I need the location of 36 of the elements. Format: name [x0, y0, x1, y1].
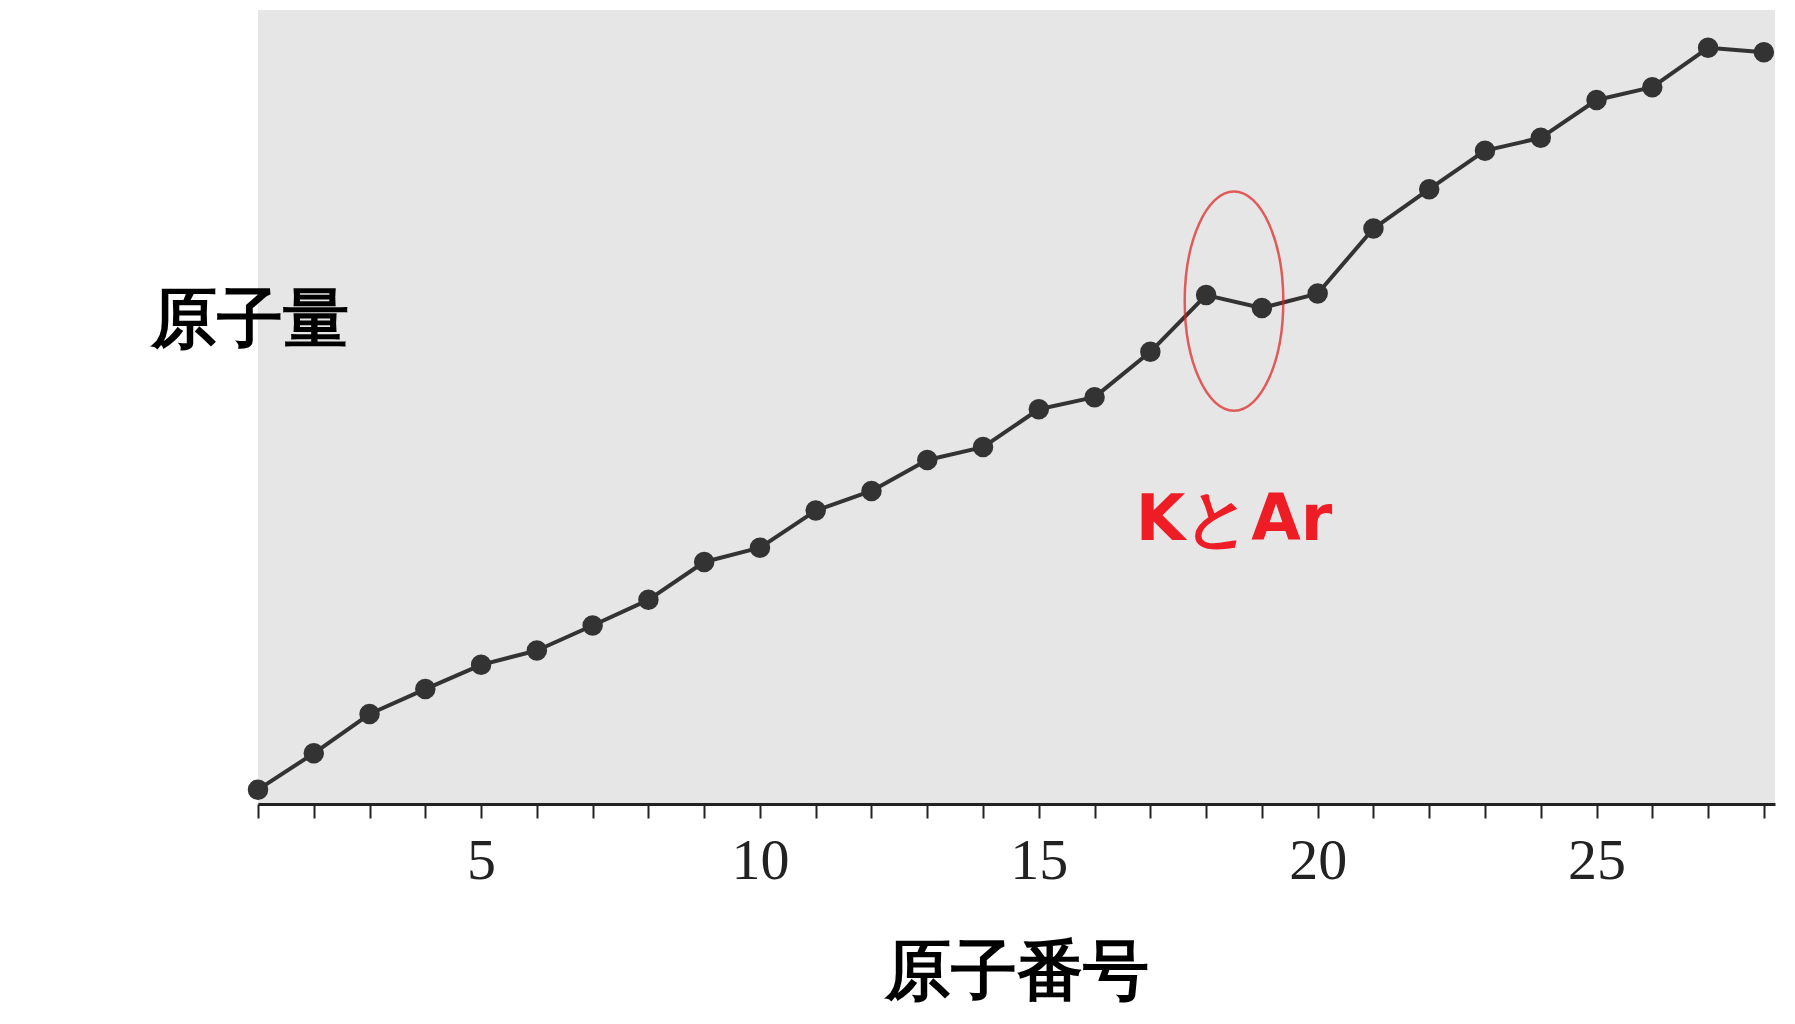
point — [693, 551, 715, 573]
point — [917, 449, 938, 471]
x-axis-title: 原子番号 — [884, 931, 1149, 1009]
x-tick-label: 10 — [731, 826, 790, 892]
point — [582, 615, 603, 636]
x-tick-label: 15 — [1010, 826, 1069, 892]
point — [303, 743, 325, 764]
point — [1474, 140, 1496, 161]
point — [1418, 178, 1440, 200]
point — [1697, 37, 1719, 59]
point — [1642, 76, 1663, 98]
point — [415, 678, 436, 700]
y-axis-title: 原子量 — [149, 279, 349, 357]
point — [1586, 89, 1607, 111]
point — [1530, 127, 1551, 149]
point — [1195, 284, 1217, 306]
annotation: KとAr — [1135, 481, 1333, 556]
point — [861, 480, 882, 502]
point — [526, 640, 548, 661]
point — [470, 654, 492, 676]
point — [1307, 283, 1328, 304]
point — [1251, 297, 1273, 319]
point — [359, 703, 380, 725]
point — [638, 589, 659, 611]
x-tick-label: 5 — [467, 826, 497, 892]
point — [805, 500, 826, 521]
point — [972, 436, 994, 458]
point — [1028, 399, 1050, 420]
point — [749, 537, 771, 558]
x-tick-label: 25 — [1568, 826, 1627, 892]
x-tick-label: 20 — [1289, 826, 1348, 892]
point — [247, 779, 269, 800]
point — [1140, 341, 1161, 363]
point — [1363, 218, 1384, 239]
point — [1753, 42, 1775, 63]
point — [1084, 386, 1105, 408]
